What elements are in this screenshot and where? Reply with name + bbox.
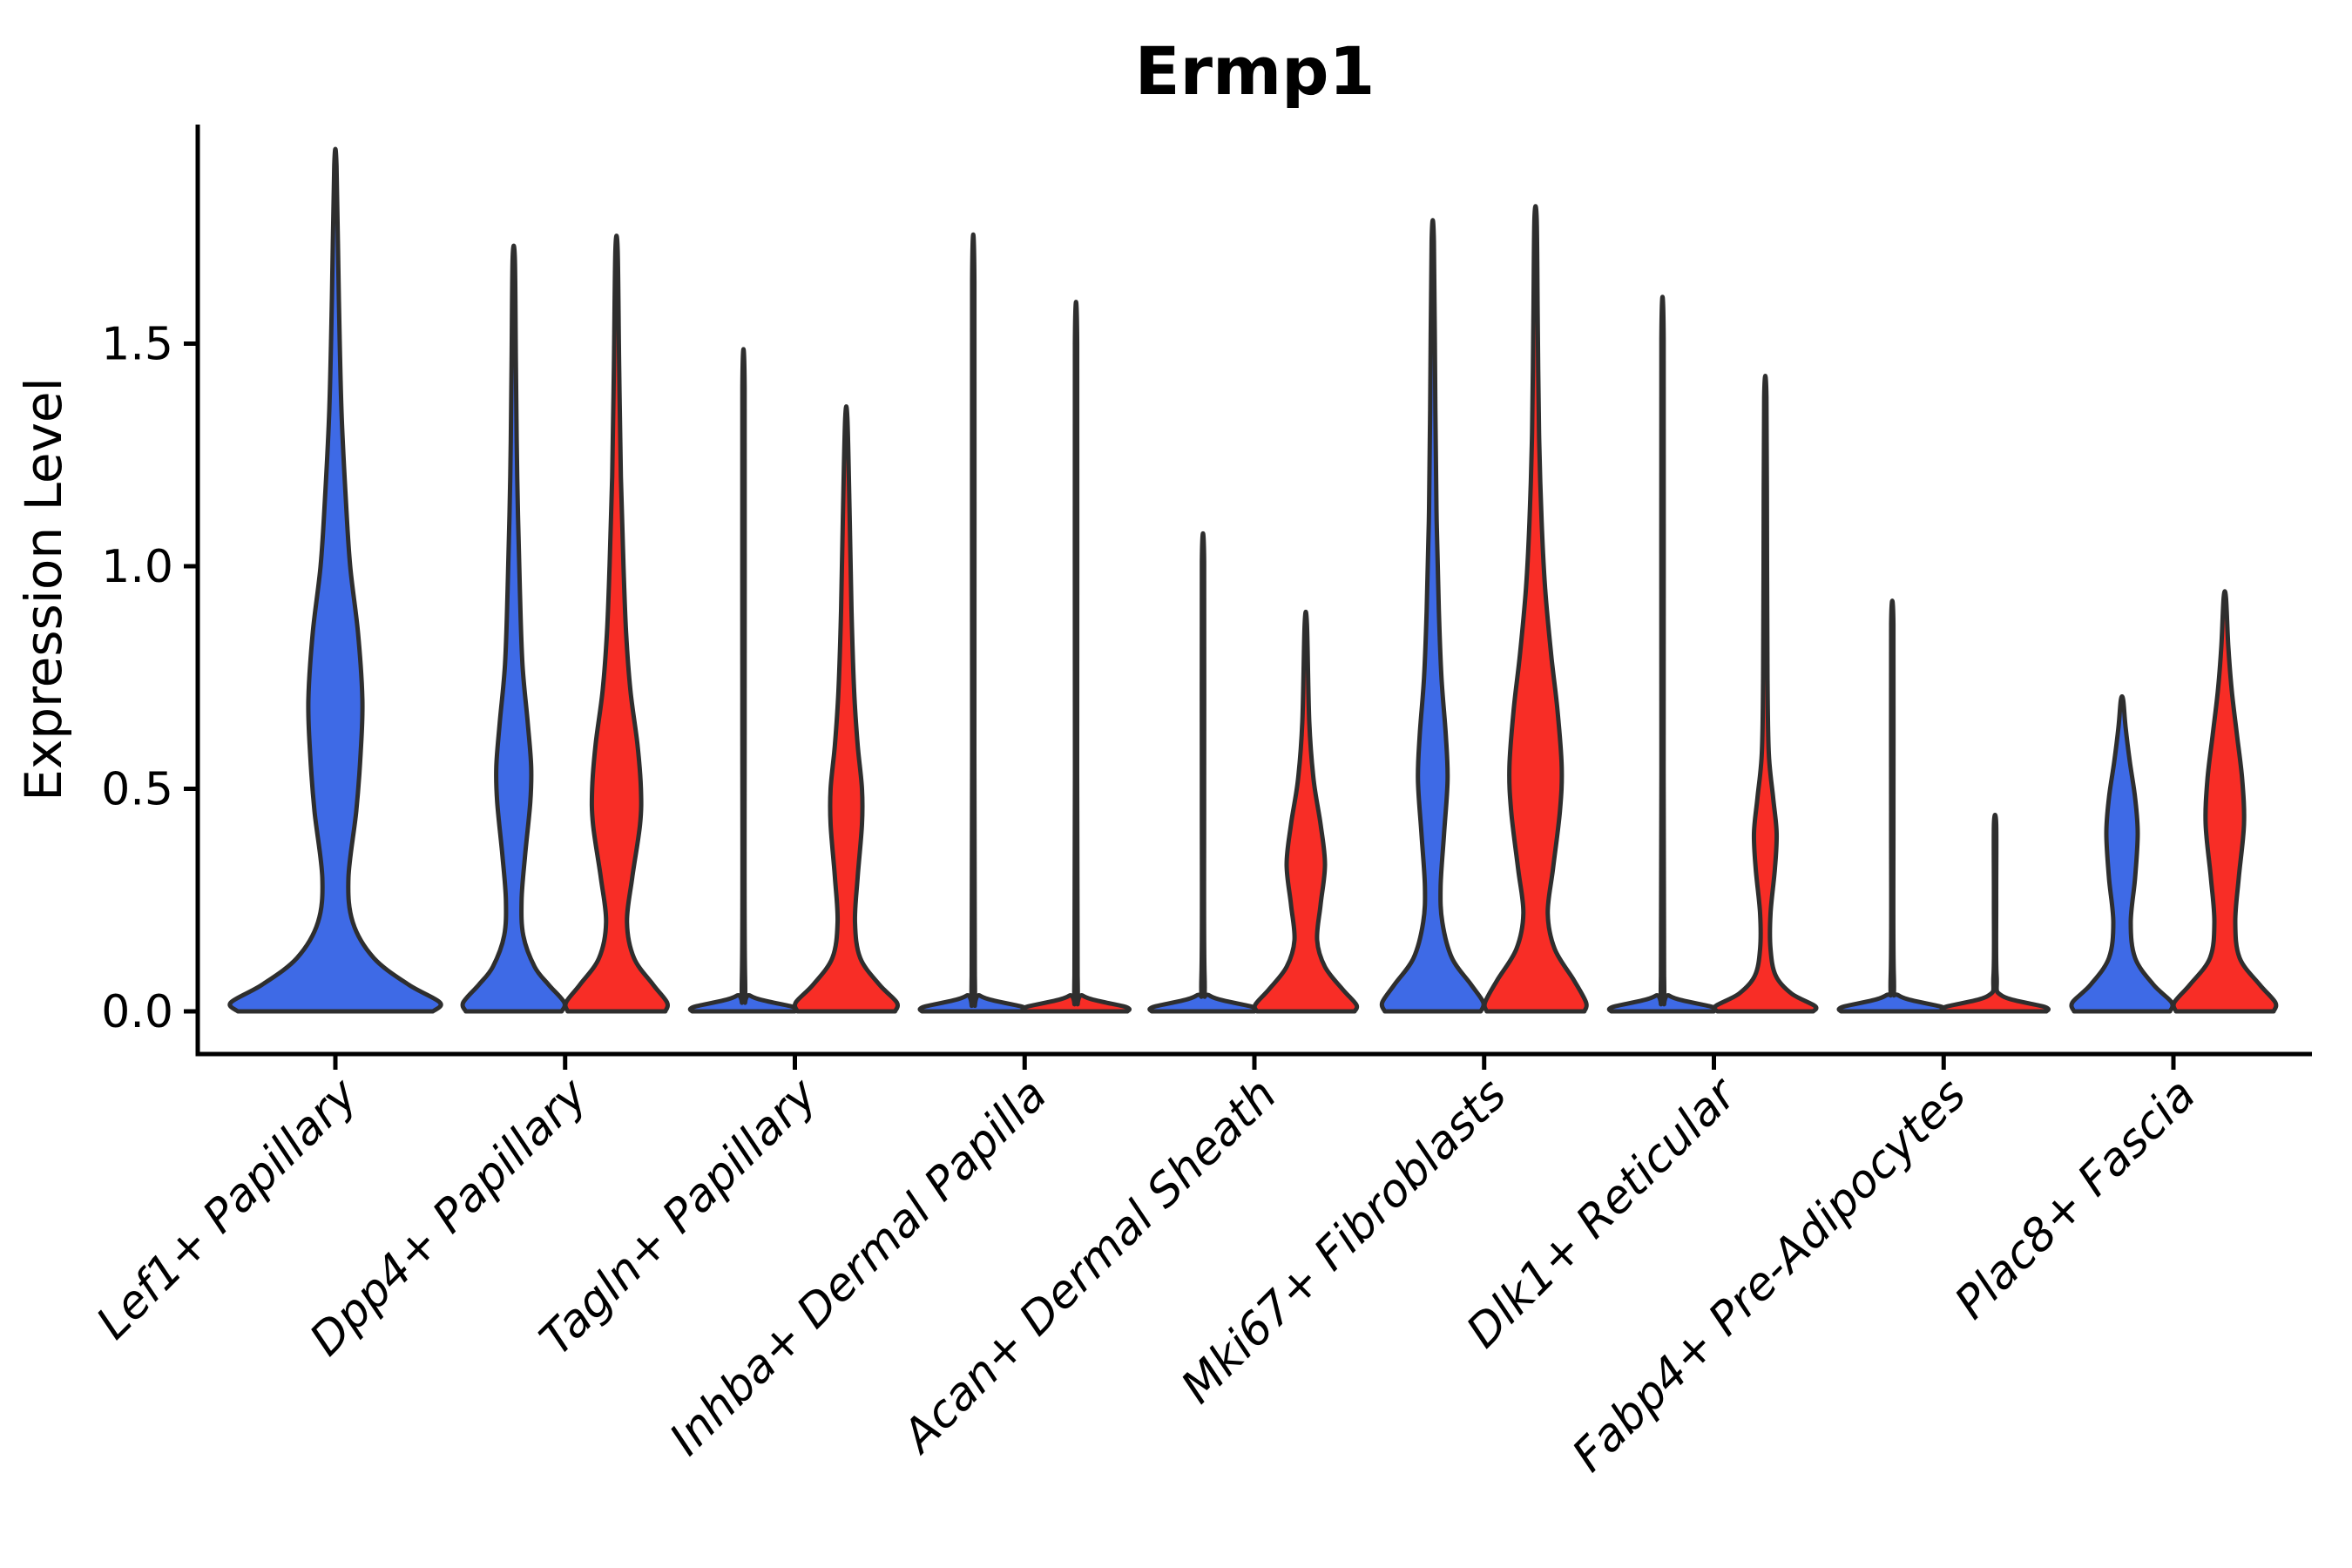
x-tick-label-fabp4-pre-adipocytes: Fabp4+ Pre-Adipocytes (1563, 1069, 1977, 1483)
chart-title: Ermp1 (1135, 32, 1375, 110)
y-tick-label: 1.0 (101, 541, 173, 593)
violin-lef1-papillary-blue-condition (227, 146, 443, 1014)
x-tick-label-plac8-fascia: Plac8+ Fascia (1945, 1069, 2206, 1329)
x-tick-label-inhba-dermal-papilla: Inhba+ Dermal Papilla (660, 1069, 1058, 1466)
violin-tagln-papillary-blue-condition (687, 347, 800, 1014)
violin-fabp4-pre-adipocytes-blue-condition (1836, 598, 1949, 1014)
violin-acan-dermal-sheath-red-condition (1252, 609, 1360, 1014)
axis-spines (195, 125, 2312, 1057)
y-tick-label: 0.0 (101, 986, 173, 1038)
y-axis-label: Expression Level (14, 377, 73, 801)
violin-dlk1-reticular-red-condition (1712, 374, 1819, 1014)
violin-plac8-fascia-blue-condition (2069, 693, 2175, 1014)
y-tick-label: 1.5 (101, 319, 173, 371)
x-tick-label-acan-dermal-sheath: Acan+ Dermal Sheath (891, 1069, 1287, 1464)
violin-dpp4-papillary-red-condition (563, 233, 670, 1014)
violin-mki67-fibroblasts-blue-condition (1379, 218, 1486, 1014)
violin-dlk1-reticular-blue-condition (1606, 294, 1719, 1014)
violin-dpp4-papillary-blue-condition (460, 243, 567, 1014)
violin-mki67-fibroblasts-red-condition (1482, 204, 1589, 1014)
violin-tagln-papillary-red-condition (793, 404, 900, 1014)
y-tick-label: 0.5 (101, 764, 173, 816)
violin-acan-dermal-sheath-blue-condition (1147, 531, 1259, 1014)
violin-inhba-dermal-papilla-blue-condition (917, 233, 1030, 1014)
violin-plac8-fascia-red-condition (2171, 589, 2279, 1014)
violin-fabp4-pre-adipocytes-red-condition (1939, 813, 2051, 1014)
violin-inhba-dermal-papilla-red-condition (1020, 300, 1132, 1014)
